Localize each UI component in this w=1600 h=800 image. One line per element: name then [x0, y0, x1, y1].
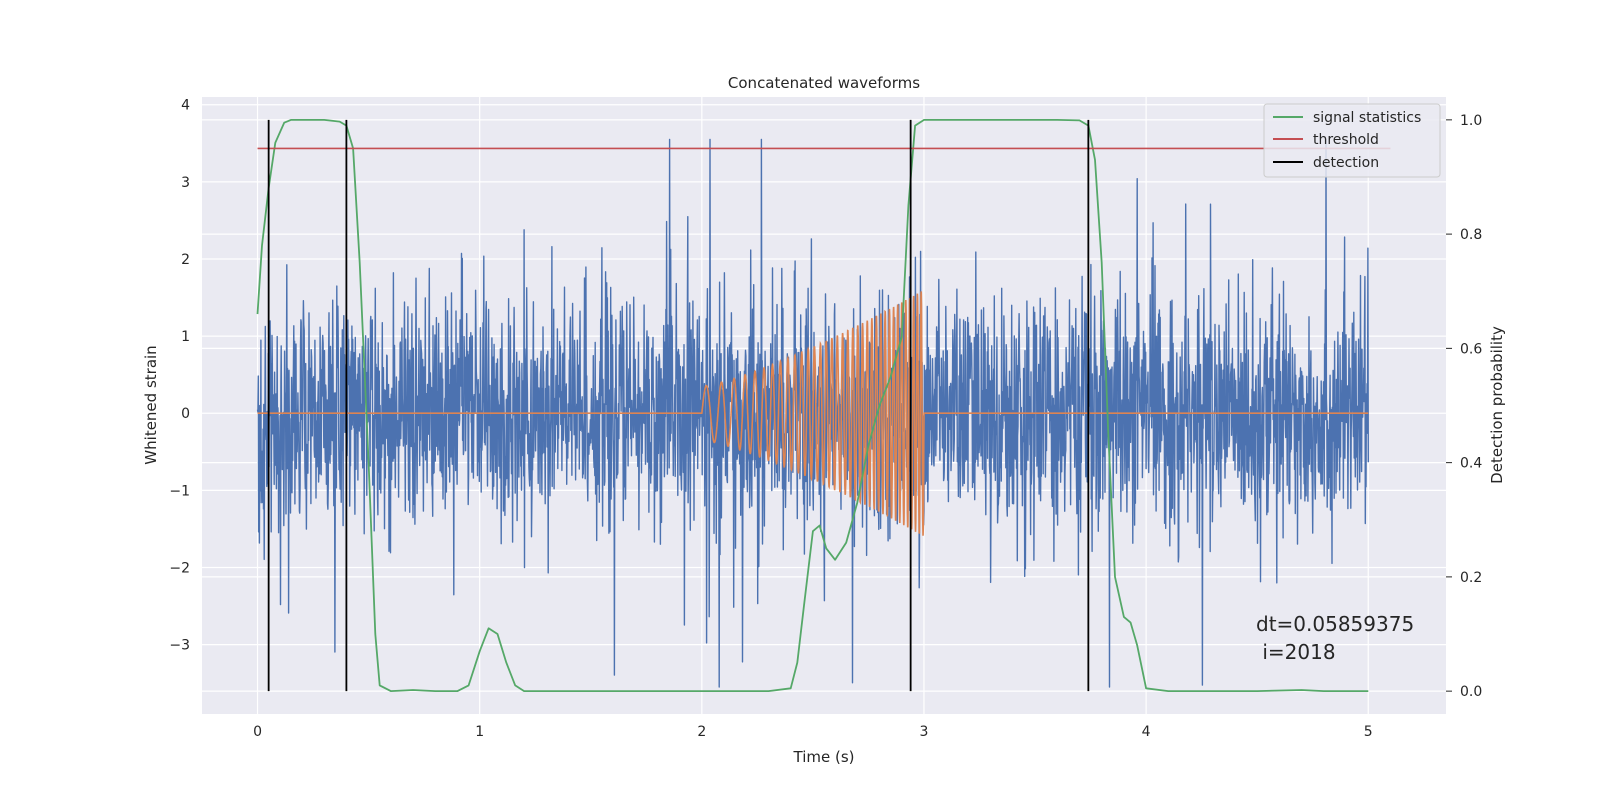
y-tick-label: −2 [169, 560, 190, 576]
chirp-series [257, 291, 1369, 536]
y-tick-label: −1 [169, 483, 190, 499]
y2-tick-label: 0.0 [1460, 684, 1482, 700]
y2-tick-label: 1.0 [1460, 113, 1482, 129]
y2-tick-label: 0.8 [1460, 227, 1482, 243]
annotation: dt=0.05859375 i=2018 [1256, 612, 1414, 664]
y-tick-label: −3 [169, 638, 190, 654]
y-tick-label: 2 [181, 252, 190, 268]
signal-statistics-series [256, 119, 1369, 692]
legend-label-signal-statistics: signal statistics [1313, 110, 1421, 126]
legend-label-threshold: threshold [1313, 132, 1379, 148]
detection-series [267, 119, 1090, 692]
x-axis-label: Time (s) [793, 748, 855, 766]
annotation-line-1: dt=0.05859375 [1256, 612, 1414, 636]
y2-tick-label: 0.2 [1460, 570, 1482, 586]
legend: signal statistics threshold detection [1263, 103, 1441, 178]
x-tick-label: 0 [253, 724, 262, 740]
noise-line [256, 138, 1369, 688]
x-tick-label: 4 [1142, 724, 1151, 740]
x-tick-label: 2 [697, 724, 706, 740]
annotation-line-2: i=2018 [1256, 640, 1336, 664]
ticks: 0 1 2 3 4 5 −3 −2 −1 0 1 2 3 4 0.0 0.2 0.4 0.6 0.8 1.0 [169, 98, 1482, 740]
noise-series [256, 138, 1369, 688]
x-tick-label: 1 [475, 724, 484, 740]
y2-axis-label: Detection probability [1488, 326, 1506, 484]
chart-title: Concatenated waveforms [728, 74, 920, 92]
x-tick-label: 5 [1364, 724, 1373, 740]
legend-label-detection: detection [1313, 155, 1379, 171]
y-tick-label: 0 [181, 406, 190, 422]
y-tick-label: 1 [181, 329, 190, 345]
x-tick-label: 3 [920, 724, 929, 740]
chirp-line [257, 291, 1369, 536]
y2-tick-label: 0.6 [1460, 341, 1482, 357]
y2-tick-label: 0.4 [1460, 456, 1482, 472]
y-axis-label: Whitened strain [142, 345, 160, 464]
signal-statistics-line [256, 119, 1369, 692]
legend-box [1263, 103, 1441, 178]
y-tick-label: 3 [181, 175, 190, 191]
y-tick-label: 4 [181, 98, 190, 114]
